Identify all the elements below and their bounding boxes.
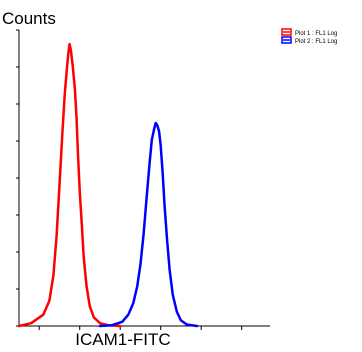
y-axis-label: Counts — [2, 9, 56, 28]
legend-item-1: Plot 1 : FL1 Log — [281, 28, 337, 37]
legend-item-2: Plot 2 : FL1 Log — [281, 36, 337, 45]
legend: Plot 1 : FL1 Log Plot 2 : FL1 Log — [281, 28, 337, 45]
legend-label: Plot 2 : FL1 Log — [295, 39, 337, 45]
axes-layer — [16, 29, 270, 330]
series-layer — [17, 42, 199, 328]
legend-label: Plot 1 : FL1 Log — [295, 31, 337, 37]
series-line-1 — [17, 42, 122, 328]
series-line-2 — [98, 121, 199, 328]
x-axis-label: ICAM1-FITC — [75, 330, 170, 347]
